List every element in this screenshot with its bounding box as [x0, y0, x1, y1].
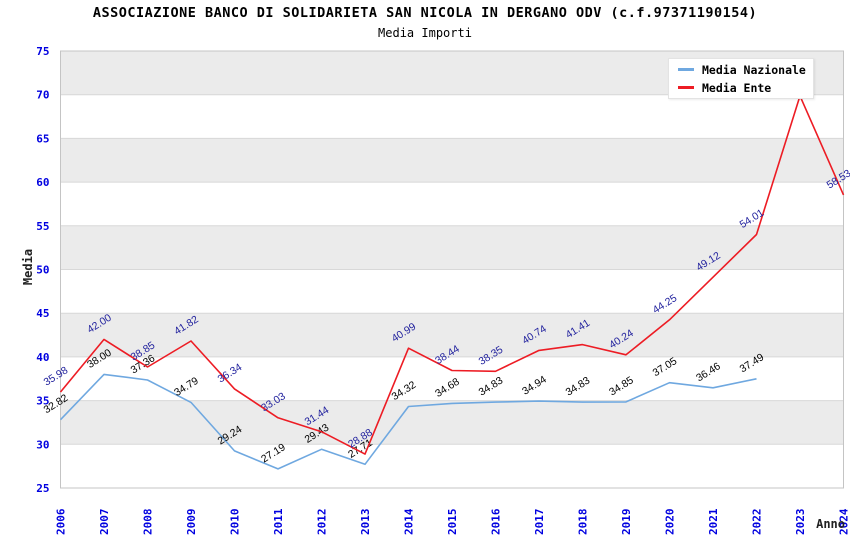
y-tick-label: 55	[36, 220, 49, 233]
x-tick-label: 2024	[838, 508, 850, 535]
legend-label: Media Nazionale	[702, 62, 806, 77]
x-tick-label: 2010	[229, 509, 242, 536]
x-tick-label: 2013	[359, 509, 372, 536]
point-label: 36.46	[694, 360, 723, 384]
grid-band	[60, 138, 844, 183]
x-tick-label: 2016	[490, 508, 503, 535]
x-tick-label: 2021	[707, 508, 720, 535]
chart-title: ASSOCIAZIONE BANCO DI SOLIDARIETA SAN NI…	[92, 5, 758, 21]
y-tick-label: 65	[36, 132, 49, 145]
point-label: 36.34	[216, 361, 245, 385]
point-label: 34.83	[564, 374, 593, 398]
y-tick-label: 25	[36, 482, 49, 495]
x-tick-label: 2018	[577, 509, 590, 536]
y-tick-label: 75	[36, 45, 49, 58]
point-label: 34.94	[520, 373, 549, 397]
point-label: 34.85	[607, 374, 636, 398]
nazionale-line	[59, 373, 757, 470]
x-tick-label: 2011	[272, 508, 285, 535]
chart-subtitle: Media Importi	[378, 26, 472, 40]
legend-item-ente: Media Ente	[678, 80, 813, 95]
y-tick-label: 70	[36, 89, 49, 102]
legend-label: Media Ente	[702, 80, 772, 95]
x-tick-label: 2014	[403, 508, 416, 535]
y-tick-label: 35	[36, 395, 49, 408]
x-tick-label: 2008	[142, 509, 155, 536]
point-label: 34.83	[477, 374, 506, 398]
point-label: 34.79	[172, 375, 201, 399]
ente-line	[59, 95, 845, 455]
x-tick-label: 2007	[98, 509, 111, 536]
x-tick-label: 2022	[751, 509, 764, 536]
x-tick-label: 2019	[620, 509, 633, 536]
x-tick-label: 2009	[185, 509, 198, 536]
x-tick-label: 2015	[446, 509, 459, 536]
legend: Media Nazionale Media Ente	[668, 58, 814, 99]
y-tick-label: 40	[36, 351, 49, 364]
point-label: 37.05	[651, 355, 680, 379]
x-axis-title: Anno	[816, 517, 845, 531]
x-tick-label: 2020	[664, 509, 677, 536]
grid-band	[60, 225, 844, 270]
y-axis-title: Media	[21, 248, 35, 286]
y-tick-label: 30	[36, 438, 49, 451]
point-label: 44.25	[651, 292, 680, 316]
x-tick-label: 2012	[316, 509, 329, 536]
y-tick-label: 60	[36, 176, 49, 189]
x-tick-label: 2006	[55, 508, 68, 535]
point-label: 34.68	[433, 376, 462, 400]
nazionale-line-swatch-icon	[678, 68, 694, 71]
y-tick-label: 45	[36, 307, 49, 320]
legend-item-nazionale: Media Nazionale	[678, 62, 813, 77]
grid-band	[60, 313, 844, 357]
grid-band	[60, 400, 844, 445]
point-label: 27.19	[259, 441, 288, 465]
x-tick-label: 2023	[794, 509, 807, 536]
x-tick-label: 2017	[533, 509, 546, 536]
plot-border	[60, 50, 844, 489]
y-tick-label: 50	[36, 264, 49, 277]
ente-line-swatch-icon	[678, 86, 694, 89]
